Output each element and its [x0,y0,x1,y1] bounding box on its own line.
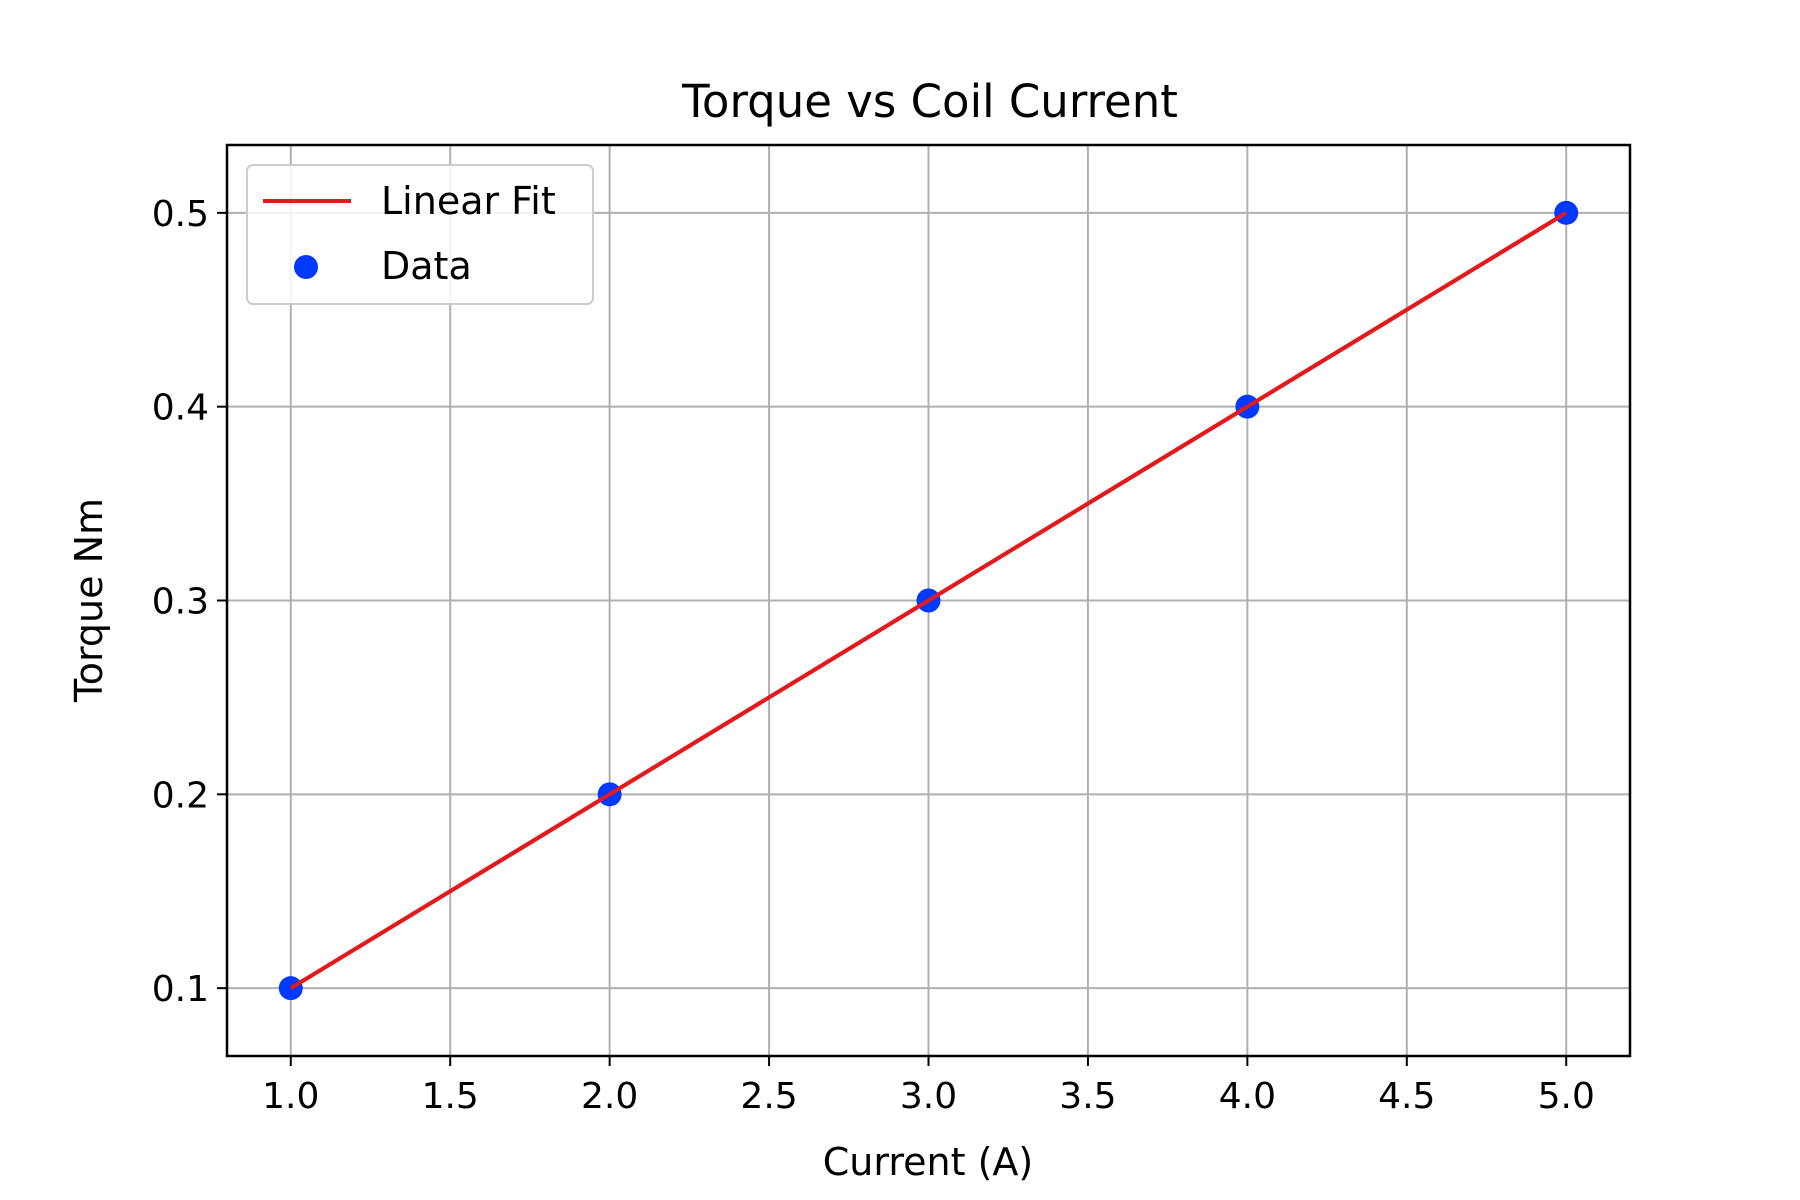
y-tick-label: 0.2 [152,775,209,816]
legend-label-linear-fit: Linear Fit [381,179,556,223]
chart-title: Torque vs Coil Current [681,75,1178,128]
y-tick-label: 0.3 [152,582,209,623]
x-tick-label: 2.5 [740,1076,797,1117]
grid [227,145,1630,1056]
x-tick-label: 5.0 [1538,1076,1595,1117]
y-tick-label: 0.4 [152,388,209,429]
x-axis-ticks: 1.0 1.5 2.0 2.5 3.0 3.5 4.0 4.5 5.0 [262,1056,1595,1117]
x-tick-label: 3.5 [1059,1076,1116,1117]
x-tick-label: 3.0 [900,1076,957,1117]
x-tick-label: 4.5 [1378,1076,1435,1117]
legend: Linear Fit Data [246,164,594,305]
y-tick-label: 0.5 [152,194,209,235]
y-axis-ticks: 0.1 0.2 0.3 0.4 0.5 [152,194,227,1010]
plot-marks [278,200,1579,1001]
x-tick-label: 1.5 [422,1076,479,1117]
x-tick-label: 2.0 [581,1076,638,1117]
legend-swatch-data [294,255,318,279]
y-tick-label: 0.1 [152,969,209,1010]
y-axis-label: Torque Nm [67,498,111,703]
x-tick-label: 1.0 [262,1076,319,1117]
x-axis-label: Current (A) [823,1140,1033,1184]
linear-fit-line-overlay [289,211,1568,990]
legend-label-data: Data [381,244,472,288]
x-tick-label: 4.0 [1219,1076,1276,1117]
